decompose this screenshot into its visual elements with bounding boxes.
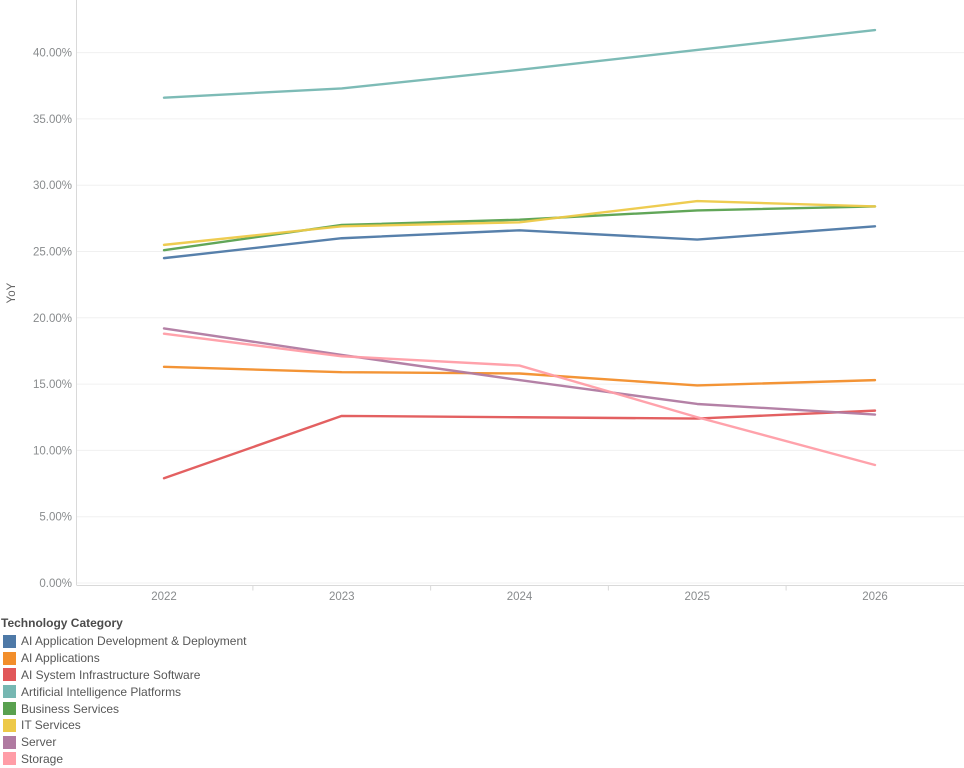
line-chart-canvas: 0.00% 5.00% 10.00% 15.00% 20.00% 25.00% 30.00%…: [6, 0, 964, 603]
legend-item-label: AI Application Development & Deployment: [21, 634, 247, 649]
legend-items: AI Application Development & Deployment A…: [1, 633, 401, 767]
legend-swatch-icon: [3, 685, 16, 699]
legend-swatch-icon: [3, 752, 16, 766]
y-axis-tick-label: 10.00%: [33, 445, 72, 457]
legend-item-label: AI Applications: [21, 651, 100, 666]
legend-item-label: Artificial Intelligence Platforms: [21, 684, 182, 699]
y-axis-tick-label: 35.00%: [33, 114, 72, 126]
legend-item-label: AI System Infrastructure Software: [21, 667, 201, 682]
y-axis-tick-label: 30.00%: [33, 180, 72, 192]
x-axis-tick-label: 2022: [151, 591, 177, 603]
y-axis-title: YoY: [6, 282, 18, 303]
legend-item-label: Storage: [21, 751, 64, 766]
legend-swatch-icon: [3, 651, 16, 665]
legend-title: Technology Category: [1, 616, 123, 630]
line-ai-system-infrastructure-software[interactable]: [162, 409, 877, 480]
legend-item-it-services[interactable]: IT Services: [1, 717, 401, 734]
legend-item-label: IT Services: [21, 718, 81, 733]
y-axis-tick-label: 0.00%: [39, 578, 72, 590]
line-ai-applications[interactable]: [162, 365, 877, 387]
legend-swatch-icon: [3, 735, 16, 749]
line-storage[interactable]: [162, 332, 877, 467]
legend-item-ai-system-infrastructure-software[interactable]: AI System Infrastructure Software: [1, 667, 401, 684]
line-ai-application-development-deployment[interactable]: [162, 225, 877, 260]
legend-item-label: Business Services: [21, 701, 120, 716]
legend-item-ai-applications[interactable]: AI Applications: [1, 650, 401, 667]
y-axis-tick-label: 5.00%: [39, 512, 72, 524]
legend-item-ai-application-development-deployment[interactable]: AI Application Development & Deployment: [1, 633, 401, 650]
legend-item-label: Server: [21, 735, 57, 750]
legend-swatch-icon: [3, 668, 16, 682]
legend-swatch-icon: [3, 718, 16, 732]
legend-item-storage[interactable]: Storage: [1, 751, 401, 768]
y-axis-tick-label: 20.00%: [33, 313, 72, 325]
y-axis-tick-label: 15.00%: [33, 379, 72, 391]
legend-swatch-icon: [3, 634, 16, 648]
x-axis-tick-label: 2026: [862, 591, 888, 603]
line-artificial-intelligence-platforms[interactable]: [162, 28, 877, 99]
legend-item-business-services[interactable]: Business Services: [1, 700, 401, 717]
line-server[interactable]: [162, 327, 877, 416]
legend-item-server[interactable]: Server: [1, 734, 401, 751]
y-axis-tick-label: 25.00%: [33, 247, 72, 259]
x-axis-tick-label: 2025: [684, 591, 710, 603]
line-it-services[interactable]: [162, 199, 877, 247]
line-business-services[interactable]: [162, 205, 877, 252]
legend-swatch-icon: [3, 702, 16, 716]
x-axis-tick-label: 2024: [507, 591, 533, 603]
y-axis-tick-label: 40.00%: [33, 48, 72, 60]
legend-item-artificial-intelligence-platforms[interactable]: Artificial Intelligence Platforms: [1, 683, 401, 700]
color-legend: Technology Category AI Application Devel…: [1, 615, 401, 767]
x-axis-tick-label: 2023: [329, 591, 355, 603]
